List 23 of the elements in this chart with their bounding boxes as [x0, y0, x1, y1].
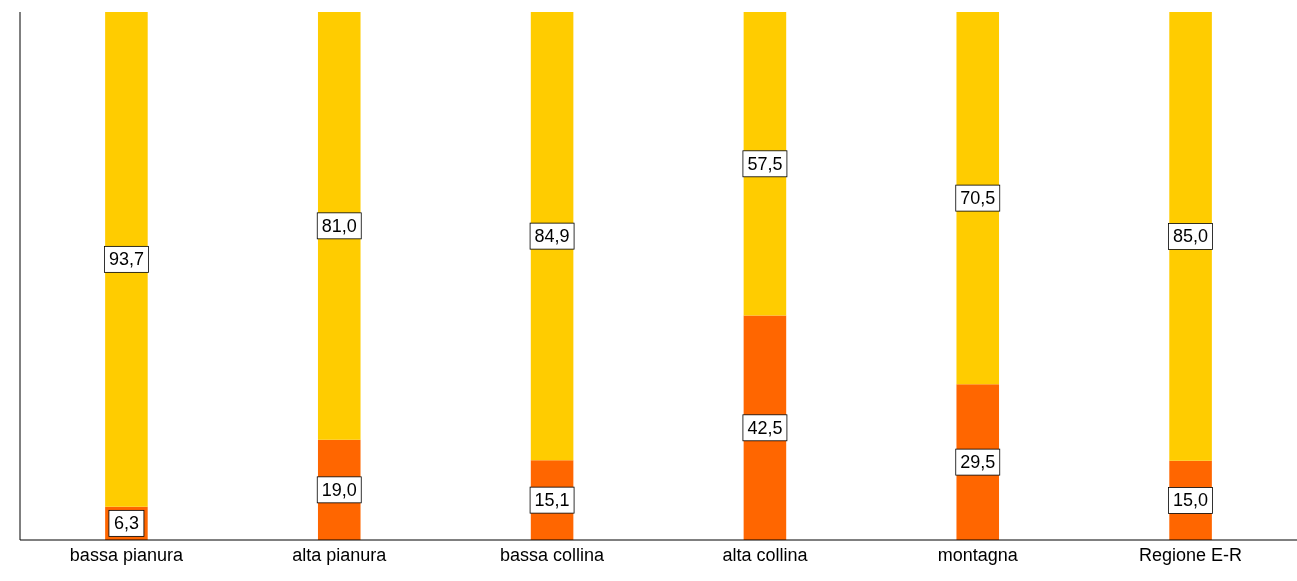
x-tick-label: alta pianura	[292, 544, 388, 565]
bar	[956, 12, 1000, 385]
bar	[317, 12, 361, 440]
data-label: 15,1	[534, 490, 570, 511]
data-label: 85,0	[1173, 226, 1209, 247]
bar	[1169, 12, 1212, 461]
x-tick-label: bassa collina	[500, 544, 606, 565]
data-label: 57,5	[747, 153, 783, 174]
data-label: 81,0	[321, 215, 357, 236]
x-tick-label: Regione E-R	[1139, 544, 1243, 565]
data-label: 6,3	[113, 513, 139, 534]
bar	[530, 12, 574, 461]
data-label: 70,5	[960, 188, 996, 209]
x-tick-label: alta collina	[722, 544, 809, 565]
data-label: 19,0	[321, 479, 357, 500]
data-label: 93,7	[108, 249, 144, 270]
bar	[743, 12, 787, 316]
data-label: 29,5	[960, 452, 996, 473]
data-label: 42,5	[747, 417, 783, 438]
data-label: 15,0	[1173, 490, 1209, 511]
x-tick-label: bassa pianura	[69, 544, 184, 565]
x-tick-label: montagna	[937, 544, 1019, 565]
data-label: 84,9	[534, 226, 570, 247]
